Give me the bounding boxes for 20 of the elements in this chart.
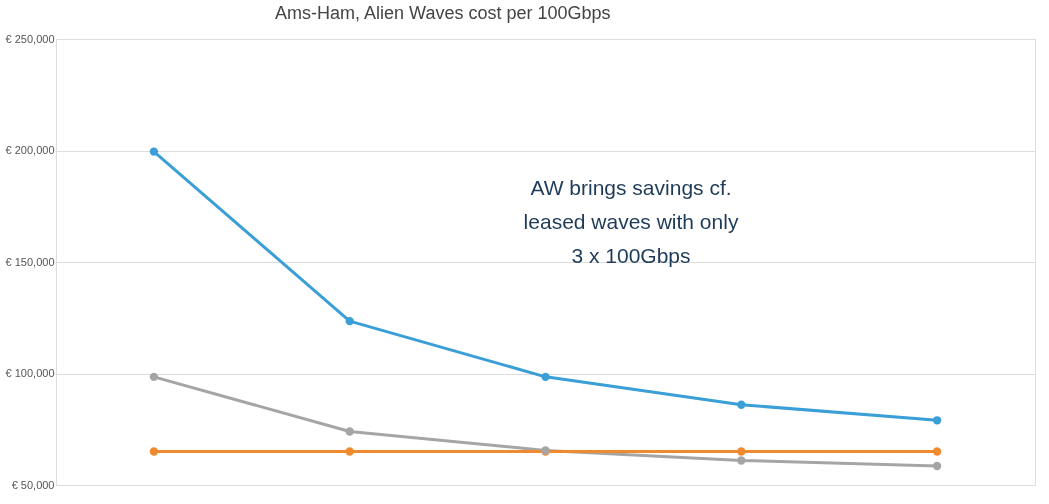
point: [932, 461, 942, 471]
y-tick-label: € 50,000: [11, 478, 55, 491]
point: [932, 416, 942, 425]
point: [149, 447, 159, 456]
point: [932, 447, 942, 456]
chart-title: Ams-Ham, Alien Waves cost per 100Gbps: [275, 3, 611, 23]
point: [149, 147, 159, 156]
y-tick-label: € 250,000: [5, 32, 55, 45]
y-tick-label: € 100,000: [5, 367, 55, 379]
point: [345, 447, 354, 456]
point: [345, 427, 354, 436]
point: [737, 456, 746, 465]
point: [149, 372, 159, 382]
point: [737, 400, 746, 409]
point: [737, 447, 746, 456]
point: [345, 316, 354, 326]
annotation: AW brings savings cf. leased waves with only 3 x 100Gbps: [523, 176, 739, 267]
y-tick-label: € 200,000: [5, 144, 55, 156]
point: [541, 372, 550, 382]
y-tick-label: € 150,000: [5, 255, 55, 268]
